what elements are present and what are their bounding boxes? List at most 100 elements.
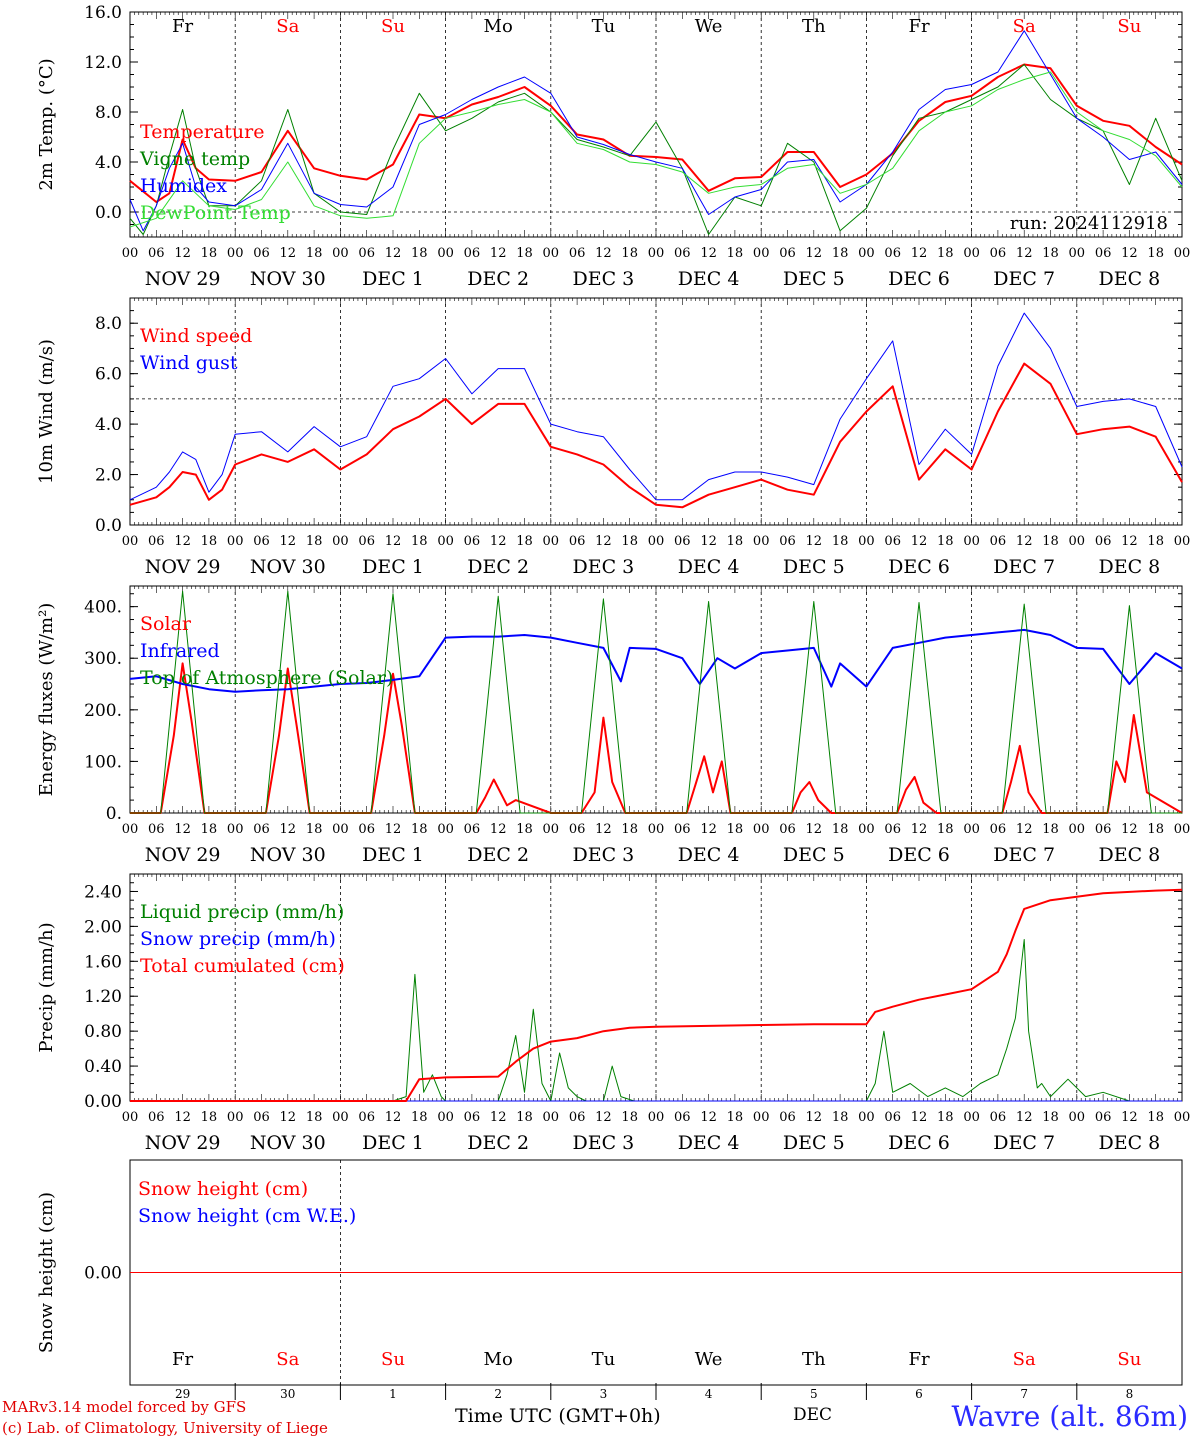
hour-tick-label: 18	[516, 246, 533, 261]
hour-tick-label: 18	[201, 1110, 218, 1125]
x-axis-title: Time UTC (GMT+0h)	[455, 1405, 661, 1427]
hour-tick-label: 00	[1174, 822, 1191, 837]
hour-tick-label: 06	[253, 822, 270, 837]
hour-tick-label: 12	[911, 246, 928, 261]
run-label: run: 2024112918	[1010, 213, 1168, 234]
hour-tick-label: 06	[148, 534, 165, 549]
legend-label: Snow precip (mm/h)	[140, 928, 336, 950]
hour-tick-label: 00	[1174, 1110, 1191, 1125]
hour-tick-label: 06	[884, 1110, 901, 1125]
legend-label: Infrared	[140, 640, 220, 662]
hour-tick-label: 18	[832, 822, 849, 837]
day-name-label: Su	[381, 1349, 405, 1370]
hour-tick-label: 18	[306, 246, 323, 261]
hour-tick-label: 12	[1016, 534, 1033, 549]
hour-tick-label: 18	[411, 534, 428, 549]
hour-tick-label: 12	[490, 246, 507, 261]
y-tick-label: 6.0	[95, 365, 122, 385]
hour-tick-label: 06	[569, 534, 586, 549]
day-name-label: Tu	[592, 16, 616, 37]
hour-tick-label: 12	[1121, 1110, 1138, 1125]
hour-tick-label: 00	[858, 534, 875, 549]
hour-tick-label: 12	[595, 534, 612, 549]
day-name-label: Su	[1117, 1349, 1141, 1370]
legend-label: Wind gust	[140, 352, 238, 374]
hour-tick-label: 06	[884, 534, 901, 549]
hour-tick-label: 06	[148, 246, 165, 261]
y-tick-label: 4.0	[95, 415, 122, 435]
hour-tick-label: 12	[385, 822, 402, 837]
hour-tick-label: 18	[621, 246, 638, 261]
date-label: DEC 1	[362, 1132, 424, 1154]
hour-tick-label: 12	[490, 1110, 507, 1125]
hour-tick-label: 18	[727, 534, 744, 549]
hour-tick-label: 18	[411, 246, 428, 261]
hour-tick-label: 06	[569, 246, 586, 261]
hour-tick-label: 06	[1095, 534, 1112, 549]
y-tick-label: 8.0	[95, 314, 122, 334]
series-line	[129, 30, 1183, 232]
y-tick-label: 100.	[84, 752, 122, 772]
bottom-day-number: 30	[280, 1387, 295, 1400]
day-name-label: Fr	[172, 16, 193, 37]
date-label: DEC 7	[993, 1132, 1055, 1154]
day-name-label: Fr	[908, 1349, 929, 1370]
hour-tick-label: 12	[174, 534, 191, 549]
hour-tick-label: 00	[1174, 246, 1191, 261]
hour-tick-label: 12	[595, 246, 612, 261]
day-name-label: Su	[1117, 16, 1141, 37]
hour-tick-label: 06	[569, 822, 586, 837]
day-name-label: Sa	[276, 1349, 299, 1370]
hour-tick-label: 06	[464, 822, 481, 837]
day-name-label: We	[695, 1349, 723, 1370]
day-name-label: Mo	[484, 1349, 513, 1370]
y-tick-label: 0.00	[84, 1264, 122, 1284]
hour-tick-label: 06	[674, 1110, 691, 1125]
y-tick-label: 2.0	[95, 466, 122, 486]
hour-tick-label: 06	[1095, 1110, 1112, 1125]
hour-tick-label: 06	[674, 822, 691, 837]
hour-tick-label: 00	[227, 1110, 244, 1125]
hour-tick-label: 00	[648, 822, 665, 837]
hour-tick-label: 18	[832, 246, 849, 261]
hour-tick-label: 12	[700, 1110, 717, 1125]
legend-label: Temperature	[140, 121, 264, 143]
hour-tick-label: 00	[437, 822, 454, 837]
legend-label: Snow height (cm)	[138, 1178, 308, 1200]
hour-tick-label: 12	[1016, 246, 1033, 261]
y-tick-label: 1.20	[84, 987, 122, 1007]
hour-tick-label: 12	[1016, 1110, 1033, 1125]
date-label: DEC 1	[362, 844, 424, 866]
hour-tick-label: 06	[779, 1110, 796, 1125]
hour-tick-label: 00	[332, 822, 349, 837]
hour-tick-label: 00	[227, 246, 244, 261]
hour-tick-label: 12	[280, 822, 297, 837]
bottom-day-number: 6	[915, 1387, 923, 1400]
date-label: NOV 29	[145, 1132, 221, 1154]
hour-tick-label: 18	[1147, 534, 1164, 549]
hour-tick-label: 18	[621, 1110, 638, 1125]
date-label: DEC 4	[678, 844, 740, 866]
hour-tick-label: 06	[148, 822, 165, 837]
hour-tick-label: 00	[753, 534, 770, 549]
y-tick-label: 0.00	[84, 1092, 122, 1112]
y-axis-title: Energy fluxes (W/m²)	[36, 603, 57, 797]
date-label: NOV 29	[145, 844, 221, 866]
hour-tick-label: 18	[1042, 1110, 1059, 1125]
date-label: DEC 2	[467, 1132, 529, 1154]
hour-tick-label: 12	[595, 822, 612, 837]
legend-label: Wind speed	[140, 325, 252, 347]
hour-tick-label: 06	[990, 246, 1007, 261]
date-label: DEC 5	[783, 268, 845, 290]
hour-tick-label: 06	[779, 534, 796, 549]
bottom-day-number: 8	[1126, 1387, 1134, 1400]
y-tick-label: 16.0	[84, 3, 122, 23]
hour-tick-label: 06	[674, 246, 691, 261]
credit-model: MARv3.14 model forced by GFS	[2, 1398, 247, 1416]
date-label: NOV 29	[145, 556, 221, 578]
hour-tick-label: 12	[1121, 534, 1138, 549]
bottom-day-number: 2	[494, 1387, 502, 1400]
hour-tick-label: 00	[543, 822, 560, 837]
hour-tick-label: 00	[858, 246, 875, 261]
bottom-month-label: DEC	[793, 1405, 833, 1425]
